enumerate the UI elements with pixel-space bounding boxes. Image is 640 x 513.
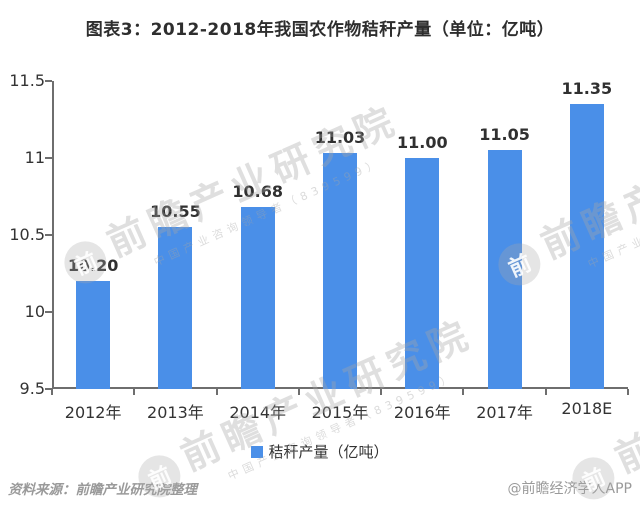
credit-note: @前瞻经济学人APP	[507, 481, 632, 497]
x-axis-tick	[380, 389, 383, 395]
x-axis-tick	[297, 389, 300, 395]
x-axis-category-label: 2016年	[393, 403, 451, 422]
legend-swatch-icon	[251, 445, 264, 458]
legend-label: 秸秆产量（亿吨）	[268, 443, 389, 461]
bar	[569, 104, 604, 389]
x-axis-tick	[544, 389, 547, 395]
x-axis-category-label: 2015年	[311, 403, 369, 422]
y-axis-tick	[45, 388, 52, 390]
y-axis-tick	[45, 157, 52, 159]
y-axis-tick	[45, 234, 52, 236]
x-axis-category-label: 2014年	[229, 403, 287, 422]
x-axis-category-label: 2018E	[561, 399, 613, 418]
x-axis-category-label: 2017年	[476, 403, 533, 422]
footer: 资料来源：前瞻产业研究院整理 @前瞻经济学人APP	[8, 478, 632, 498]
bar-value-label: 10.20	[67, 256, 119, 276]
bar	[158, 227, 193, 389]
y-axis-tick-label: 9.5	[19, 379, 45, 398]
bar-value-label: 10.68	[232, 182, 283, 202]
bar-value-label: 11.00	[396, 133, 448, 152]
bar	[240, 207, 275, 389]
x-axis-category-label: 2012年	[64, 403, 122, 422]
bar-value-label: 11.35	[561, 79, 613, 99]
bar-value-label: 11.03	[314, 128, 366, 148]
bar	[76, 281, 111, 389]
x-axis-tick	[462, 389, 465, 395]
y-axis-tick-label: 11	[24, 148, 45, 167]
y-axis-tick-label: 10.5	[9, 225, 45, 244]
chart-legend: 秸秆产量（亿吨）	[0, 441, 640, 462]
bar-value-label: 10.55	[150, 202, 201, 222]
y-axis-tick-label: 10	[24, 302, 45, 321]
bar	[487, 150, 522, 389]
y-axis-tick	[45, 311, 52, 313]
x-axis-tick	[215, 389, 218, 395]
y-axis-tick	[45, 80, 52, 82]
bar-value-label: 11.05	[479, 125, 530, 145]
x-axis-tick	[627, 389, 629, 395]
chart-title: 图表3：2012-2018年我国农作物秸秆产量（单位：亿吨）	[85, 20, 555, 40]
y-axis-tick-label: 11.5	[9, 71, 45, 90]
source-note: 资料来源：前瞻产业研究院整理	[8, 482, 197, 498]
x-axis-category-label: 2013年	[147, 403, 204, 422]
bar	[405, 158, 440, 389]
x-axis-tick	[133, 389, 136, 395]
x-axis-tick	[51, 389, 53, 395]
bar	[323, 153, 357, 389]
